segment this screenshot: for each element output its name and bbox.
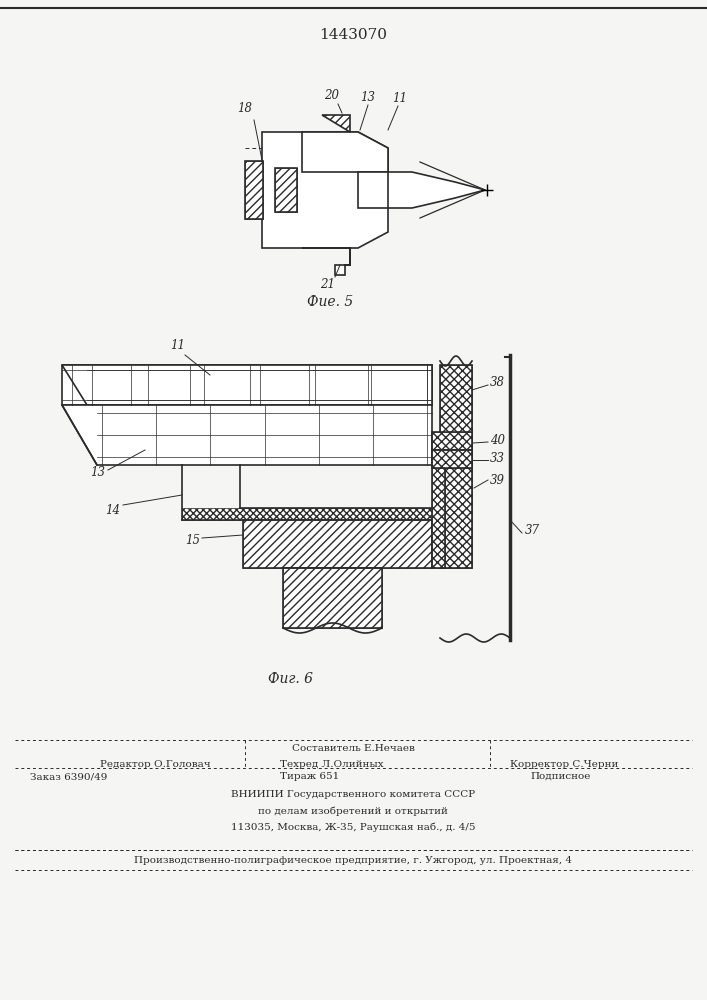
Polygon shape <box>62 365 432 405</box>
Text: 1443070: 1443070 <box>319 28 387 42</box>
Text: 33: 33 <box>490 452 505 464</box>
Text: Фие. 5: Фие. 5 <box>307 295 353 309</box>
Text: Фиг. 6: Фиг. 6 <box>267 672 312 686</box>
Bar <box>275 168 297 212</box>
Text: 14: 14 <box>105 504 120 516</box>
Bar <box>245 161 263 219</box>
Bar <box>432 432 472 450</box>
Text: 13: 13 <box>90 466 105 479</box>
Text: ВНИИПИ Государственного комитета СССР: ВНИИПИ Государственного комитета СССР <box>231 790 475 799</box>
Polygon shape <box>322 115 350 132</box>
Bar <box>182 508 432 520</box>
Bar <box>432 450 472 468</box>
Text: 40: 40 <box>490 434 505 446</box>
Text: 18: 18 <box>238 102 252 115</box>
Bar <box>432 432 472 450</box>
Text: 11: 11 <box>170 339 185 352</box>
Text: 38: 38 <box>490 375 505 388</box>
Text: 39: 39 <box>490 474 505 487</box>
Text: 113035, Москва, Ж-35, Раушская наб., д. 4/5: 113035, Москва, Ж-35, Раушская наб., д. … <box>230 822 475 832</box>
Bar <box>283 568 382 628</box>
Text: Редактор О.Головач: Редактор О.Головач <box>100 760 211 769</box>
Text: Техред Л.Олийных: Техред Л.Олийных <box>280 760 384 769</box>
Text: 15: 15 <box>185 534 200 546</box>
Text: Корректор С.Черни: Корректор С.Черни <box>510 760 619 769</box>
Text: Составитель Е.Нечаев: Составитель Е.Нечаев <box>291 744 414 753</box>
Bar <box>243 520 432 568</box>
Text: 13: 13 <box>361 91 375 104</box>
Text: по делам изобретений и открытий: по делам изобретений и открытий <box>258 806 448 816</box>
Bar <box>275 168 297 212</box>
Bar <box>432 448 472 465</box>
Bar <box>432 465 445 568</box>
Text: 20: 20 <box>325 89 339 102</box>
Bar <box>283 568 382 628</box>
Polygon shape <box>62 405 432 465</box>
Bar <box>243 520 432 568</box>
Polygon shape <box>302 132 388 172</box>
Bar <box>358 172 388 208</box>
Text: Тираж 651: Тираж 651 <box>281 772 339 781</box>
Text: Производственно-полиграфическое предприятие, г. Ужгород, ул. Проектная, 4: Производственно-полиграфическое предприя… <box>134 856 572 865</box>
Bar <box>432 448 472 465</box>
Polygon shape <box>262 132 485 248</box>
Polygon shape <box>302 248 350 275</box>
Text: Заказ 6390/49: Заказ 6390/49 <box>30 772 107 781</box>
Text: 37: 37 <box>525 524 540 536</box>
Bar <box>432 450 472 468</box>
Bar <box>245 161 263 219</box>
Bar <box>440 365 472 568</box>
Text: 11: 11 <box>392 92 407 105</box>
Bar <box>440 365 472 568</box>
Text: Подписное: Подписное <box>530 772 590 781</box>
Bar <box>62 365 432 405</box>
Text: 21: 21 <box>320 278 336 291</box>
Bar <box>432 465 445 568</box>
